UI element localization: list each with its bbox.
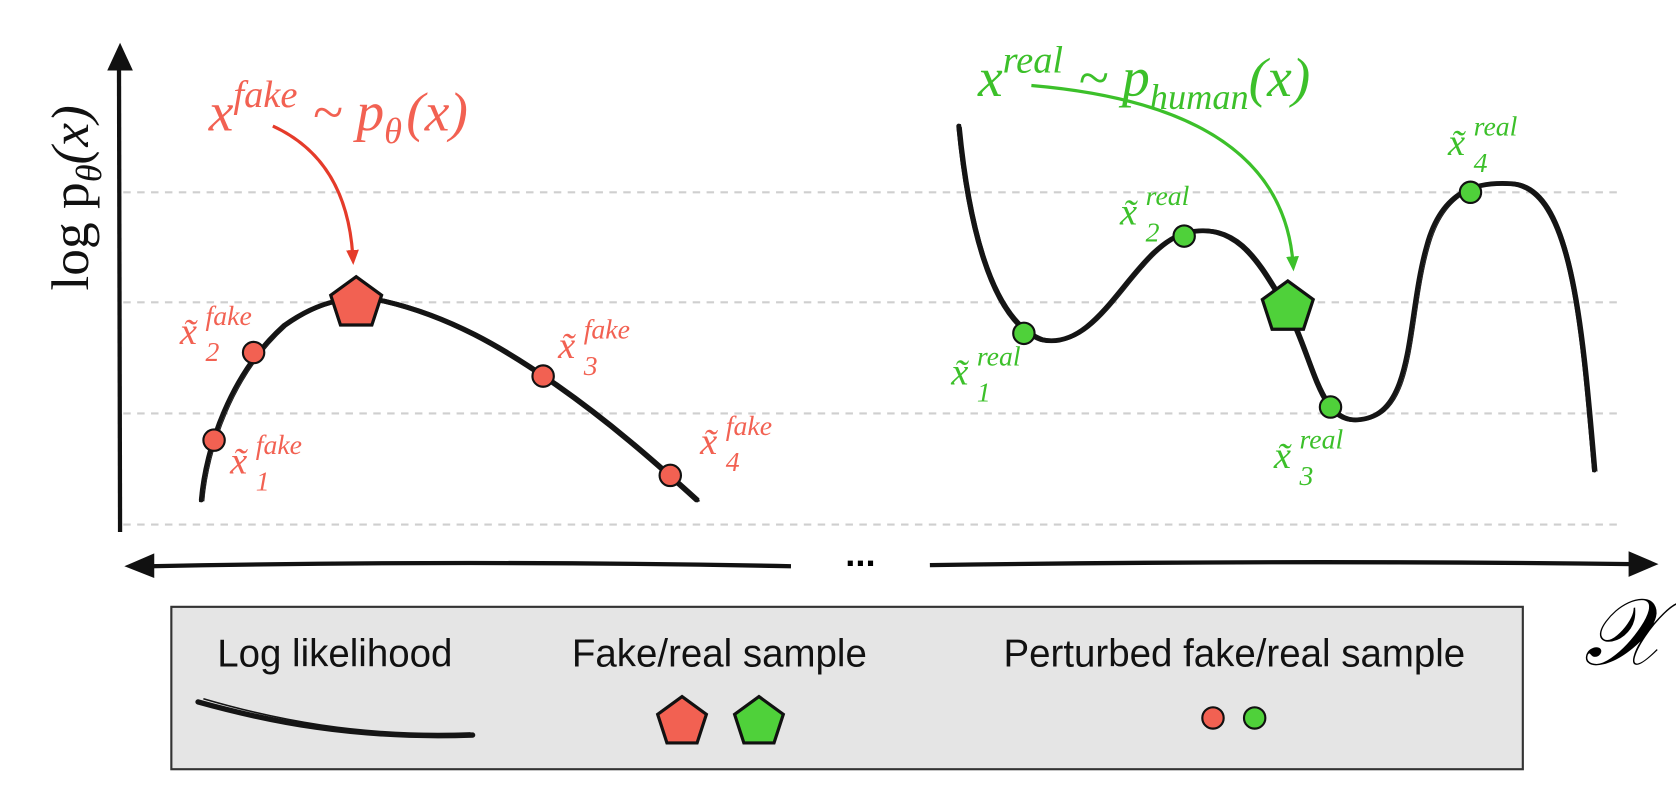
perturbed-base: x̃ [557,325,577,367]
x-axis-left [149,560,792,569]
fake-arg: (x) [406,81,468,143]
perturbed-real-point [1012,321,1036,346]
grid [123,191,1619,526]
perturbed-base: x̃ [229,440,249,482]
perturbed-sup: fake [726,411,772,442]
likelihood-curve [203,299,701,502]
x-axis-right-arrow [1628,551,1659,577]
legend-label: Log likelihood [217,633,452,676]
perturbed-sup: fake [206,301,252,332]
perturbed-fake-point [241,340,266,365]
perturbed-sup: real [1474,112,1518,143]
perturbed-sup: fake [584,315,630,346]
legend-curve [203,697,471,735]
real-sub: human [1150,77,1249,117]
legend-curve [195,699,476,739]
legend-perturbed-real [1242,706,1267,730]
legend-perturbed-fake [1201,706,1225,730]
legend-swatches [195,694,1267,745]
real-sup: real [1003,40,1064,82]
likelihood-curve [198,299,697,503]
legend-label: Fake/real sample [572,633,867,676]
perturbed-base: x̃ [1273,435,1293,477]
legend-real-sample [732,694,786,745]
perturbed-sup: real [1146,181,1190,212]
x-axis-right [929,560,1633,568]
real-arrow [1031,83,1299,272]
y-axis [116,66,123,533]
perturbed-sub: 2 [206,337,220,368]
perturbed-sup: fake [256,430,302,461]
perturbed-sub: 4 [1474,148,1488,179]
perturbed-real-point [1458,180,1483,205]
perturbed-fake-point [658,463,683,488]
perturbed-base: x̃ [1447,122,1467,164]
x-axis-left-arrow [124,553,155,578]
y-label-arg: (x) [40,105,100,164]
perturbed-real-point [1172,224,1196,248]
y-axis-arrow [107,42,133,71]
y-label-base: log p [40,182,100,290]
real-rel: ~ p [1078,47,1150,109]
perturbed-fake-point [531,364,555,388]
legend-box [170,605,1524,771]
fake-sub: θ [384,111,402,151]
perturbed-sub: 1 [256,466,270,497]
likelihood-curve [956,123,1597,473]
perturbed-sub: 4 [726,447,740,478]
perturbed-sub: 2 [1146,217,1160,248]
markers [202,180,1483,488]
perturbed-base: x̃ [950,352,970,394]
perturbed-sub: 3 [1299,461,1314,492]
likelihood-curve [202,296,700,500]
fake-base: x [208,81,234,143]
legend-fake-sample [655,694,709,745]
perturbed-sup: real [977,341,1021,372]
fake-sup: fake [233,74,297,116]
perturbed-fake-point [202,428,226,452]
y-axis-label: log pθ(x) [40,105,109,290]
likelihood-curve [960,126,1598,472]
real-annotation: xreal ~ phuman(x) [977,40,1310,117]
real-arg: (x) [1249,47,1311,109]
fake-arrow [272,124,359,265]
real-base: x [977,47,1003,109]
perturbed-sup: real [1300,425,1344,456]
perturbed-base: x̃ [179,311,199,353]
curves [198,123,1598,503]
y-label-sub: θ [69,164,109,182]
perturbed-real-point [1318,395,1343,419]
fake-rel: ~ p [312,81,384,143]
x-axis-label: 𝒳 [1584,582,1676,686]
perturbed-sub: 1 [977,378,991,409]
fake-sample [328,274,384,327]
perturbed-sub: 3 [583,351,598,382]
perturbed-base: x̃ [699,421,719,463]
ellipsis: ... [845,533,875,574]
real-sample [1260,278,1316,331]
fake-annotation: xfake ~ pθ(x) [208,74,468,151]
perturbed-base: x̃ [1119,191,1139,233]
legend-label: Perturbed fake/real sample [1004,633,1466,676]
